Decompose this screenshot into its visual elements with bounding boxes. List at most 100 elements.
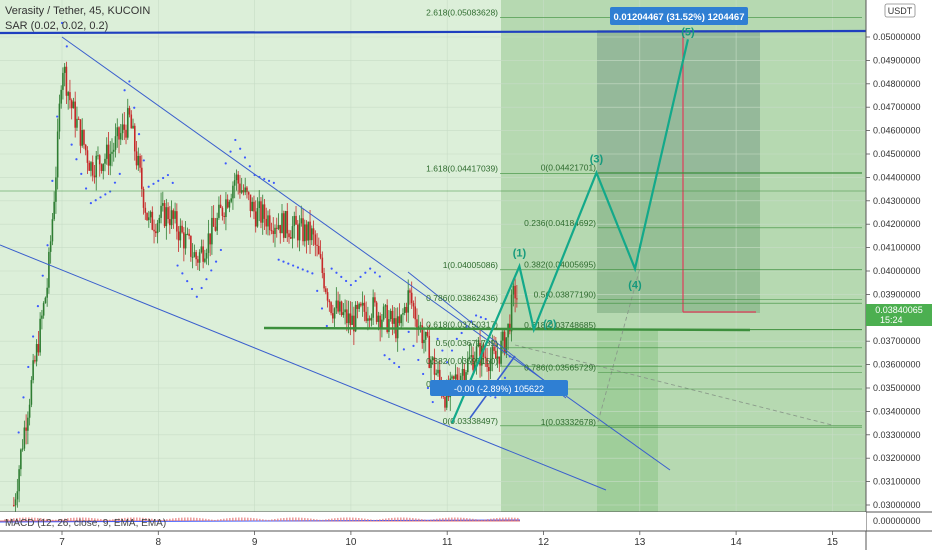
sar-dot xyxy=(407,330,410,333)
macd-histogram-bar xyxy=(61,518,63,521)
candle-body xyxy=(169,219,171,226)
macd-histogram-bar xyxy=(241,517,243,521)
candle-body xyxy=(284,211,287,238)
candle-body xyxy=(398,316,401,324)
sar-dot xyxy=(128,80,131,83)
macd-histogram-bar xyxy=(88,517,90,521)
candle-body xyxy=(225,199,227,217)
last-price: 0.03840065 xyxy=(875,305,923,315)
sar-dot xyxy=(474,314,478,317)
candle-body xyxy=(270,230,273,232)
candle-body xyxy=(268,215,271,231)
candle-body xyxy=(279,225,282,234)
wave-path xyxy=(451,39,690,424)
sar-dot xyxy=(186,280,189,283)
sar-dot xyxy=(137,133,141,136)
candle-body xyxy=(468,356,471,359)
macd-histogram-bar xyxy=(124,517,126,521)
candle-body xyxy=(200,246,203,253)
candle-body xyxy=(55,177,57,202)
macd-histogram-bar xyxy=(364,518,366,521)
candle-body xyxy=(28,404,31,418)
candle-body xyxy=(272,230,275,234)
macd-histogram-bar xyxy=(115,518,117,521)
sar-dot xyxy=(455,337,458,340)
candle-body xyxy=(261,204,264,223)
candle-body xyxy=(156,223,159,234)
sar-dot xyxy=(277,258,280,261)
sar-dot xyxy=(27,365,30,369)
macd-histogram-bar xyxy=(400,517,402,521)
channel-line-inner xyxy=(407,271,567,399)
candle-body xyxy=(484,356,487,359)
candle-body xyxy=(202,246,204,262)
candle-body xyxy=(507,323,509,338)
candle-body xyxy=(112,149,115,152)
candle-body xyxy=(410,292,413,304)
macd-histogram-bar xyxy=(70,517,72,521)
time-tick-label: 15 xyxy=(827,537,839,548)
price-tick-label: 0.04800000 xyxy=(873,79,921,89)
candle-body xyxy=(445,385,448,408)
candle-body xyxy=(461,368,464,376)
candle-body xyxy=(365,311,367,321)
time-tick-label: 10 xyxy=(345,537,357,548)
wave-label: (4) xyxy=(628,280,642,292)
candle-body xyxy=(251,201,254,212)
sar-dot xyxy=(181,272,184,275)
candle-body xyxy=(233,180,236,186)
price-tick-label: 0.03300000 xyxy=(873,430,921,440)
candle-body xyxy=(14,499,17,506)
candle-body xyxy=(505,337,508,354)
candle-body xyxy=(328,300,331,303)
measure-box-zone xyxy=(597,175,760,313)
macd-histogram-bar xyxy=(445,517,447,521)
price-axis[interactable] xyxy=(866,0,932,550)
wave-label: (3) xyxy=(590,154,604,166)
macd-histogram-bar xyxy=(370,519,372,521)
sar-dot xyxy=(56,115,59,118)
macd-histogram-bar xyxy=(379,519,381,521)
macd-histogram-bar xyxy=(271,519,273,521)
candle-body xyxy=(56,131,59,178)
candle-body xyxy=(323,272,325,289)
macd-histogram-bar xyxy=(325,519,327,521)
sar-dot xyxy=(450,349,454,352)
sar-dot xyxy=(503,376,507,379)
time-tick-label: 12 xyxy=(538,537,550,548)
sar-dot xyxy=(84,187,88,190)
candle-body xyxy=(184,234,187,249)
sar-dot xyxy=(388,358,391,361)
symbol-title[interactable]: Verasity / Tether, 45, KUCOIN xyxy=(5,5,151,17)
candle-body xyxy=(314,234,317,245)
candle-body xyxy=(358,303,360,309)
currency-label: USDT xyxy=(888,6,913,16)
macd-histogram-bar xyxy=(106,519,108,521)
macd-label[interactable]: MACD (12, 26, close, 9, EMA, EMA) xyxy=(5,518,166,529)
macd-histogram-bar xyxy=(337,517,339,521)
candle-body xyxy=(465,372,467,382)
candle-body xyxy=(421,325,424,344)
macd-histogram-bar xyxy=(172,518,174,521)
macd-histogram-bar xyxy=(292,517,294,521)
indicator-title[interactable]: SAR (0.02, 0.02, 0.2) xyxy=(5,20,109,32)
candle-body xyxy=(321,257,324,273)
candle-body xyxy=(133,125,136,152)
candle-body xyxy=(409,290,411,293)
candle-body xyxy=(510,294,513,332)
macd-histogram-bar xyxy=(16,517,18,521)
sar-dot xyxy=(373,271,377,274)
wave-label: (2) xyxy=(543,319,557,331)
macd-histogram-bar xyxy=(253,518,255,521)
sar-dot xyxy=(248,165,251,168)
bar-countdown: 15:24 xyxy=(880,315,903,325)
candle-body xyxy=(344,309,346,313)
macd-histogram-bar xyxy=(514,517,516,521)
candle-body xyxy=(98,155,101,165)
macd-histogram-bar xyxy=(25,517,27,521)
macd-histogram-bar xyxy=(133,517,135,521)
macd-histogram-bar xyxy=(76,517,78,521)
currency-badge[interactable] xyxy=(884,3,916,18)
sar-dots xyxy=(17,21,511,434)
price-tick-label: 0.04000000 xyxy=(873,266,921,276)
